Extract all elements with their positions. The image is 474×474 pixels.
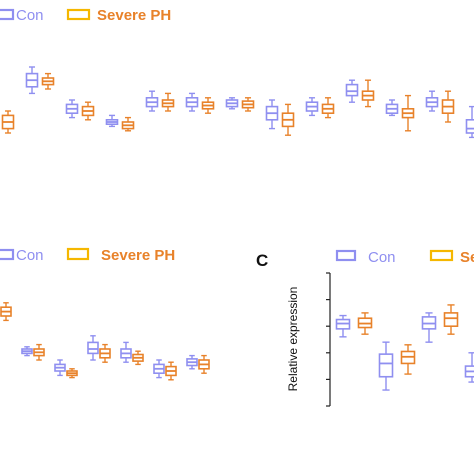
- box-severe: [165, 361, 177, 381]
- legend-label-con: Con: [16, 247, 44, 264]
- boxes-top: [1, 66, 474, 139]
- box-severe: [0, 302, 12, 322]
- legend-swatch-severe: [66, 8, 91, 21]
- panel-c: C Con Se Relative expression: [256, 249, 474, 407]
- box-severe: [41, 72, 55, 90]
- box-iqr: [87, 341, 99, 355]
- legend-c: Con Se: [335, 249, 474, 266]
- box-severe: [357, 312, 373, 335]
- box-severe: [81, 101, 95, 121]
- box-con: [425, 90, 439, 112]
- legend-swatch-severe: [66, 247, 90, 261]
- legend-swatch-con: [0, 248, 15, 261]
- box-con: [145, 90, 159, 112]
- box-severe: [241, 97, 255, 112]
- panel-top: Con Severe PH: [0, 7, 474, 139]
- box-con: [305, 97, 319, 117]
- legend-label-severe: Se: [460, 249, 474, 266]
- panel-mid: Con Severe PH: [0, 247, 210, 381]
- box-con: [225, 97, 239, 110]
- box-iqr: [443, 312, 459, 327]
- legend-label-severe: Severe PH: [97, 7, 171, 24]
- box-severe: [443, 304, 459, 335]
- box-con: [153, 359, 165, 379]
- box-con: [87, 335, 99, 361]
- legend-label-con: Con: [16, 7, 44, 24]
- box-iqr: [465, 119, 474, 134]
- y-axis-label-c: Relative expression: [286, 287, 300, 392]
- box-con: [54, 359, 66, 377]
- box-severe: [441, 90, 455, 123]
- box-con: [465, 105, 474, 139]
- legend-mid: Con Severe PH: [0, 247, 175, 264]
- box-con: [21, 346, 33, 357]
- box-con: [105, 114, 119, 128]
- box-con: [186, 354, 198, 370]
- box-severe: [201, 97, 215, 114]
- box-con: [265, 99, 279, 130]
- box-con: [345, 79, 359, 103]
- box-severe: [281, 103, 295, 136]
- box-severe: [99, 343, 111, 363]
- box-con: [385, 99, 399, 117]
- box-con: [120, 341, 132, 363]
- boxes-mid: [0, 302, 210, 381]
- legend-swatch-con: [335, 249, 357, 262]
- box-severe: [33, 343, 45, 361]
- box-severe: [121, 116, 135, 132]
- panel-letter-c: C: [256, 251, 268, 270]
- box-severe: [132, 350, 144, 366]
- box-severe: [198, 354, 210, 374]
- y-axis-c: [326, 272, 331, 407]
- box-severe: [401, 94, 415, 132]
- box-con: [378, 341, 394, 391]
- legend-label-severe: Severe PH: [101, 247, 175, 264]
- box-severe: [1, 110, 15, 134]
- box-iqr: [345, 83, 359, 97]
- box-con: [25, 66, 39, 95]
- box-con: [464, 352, 474, 383]
- legend-swatch-con: [0, 8, 15, 21]
- box-iqr: [378, 353, 394, 378]
- box-severe: [66, 368, 78, 379]
- box-severe: [400, 344, 416, 375]
- legend-swatch-severe: [429, 249, 454, 262]
- box-con: [185, 92, 199, 112]
- box-severe: [321, 97, 335, 119]
- box-con: [335, 314, 351, 338]
- legend-top: Con Severe PH: [0, 7, 171, 24]
- legend-label-con: Con: [368, 249, 396, 266]
- boxes-c: [335, 304, 474, 391]
- box-severe: [361, 79, 375, 108]
- box-con: [65, 99, 79, 119]
- box-con: [421, 312, 437, 343]
- box-severe: [161, 92, 175, 112]
